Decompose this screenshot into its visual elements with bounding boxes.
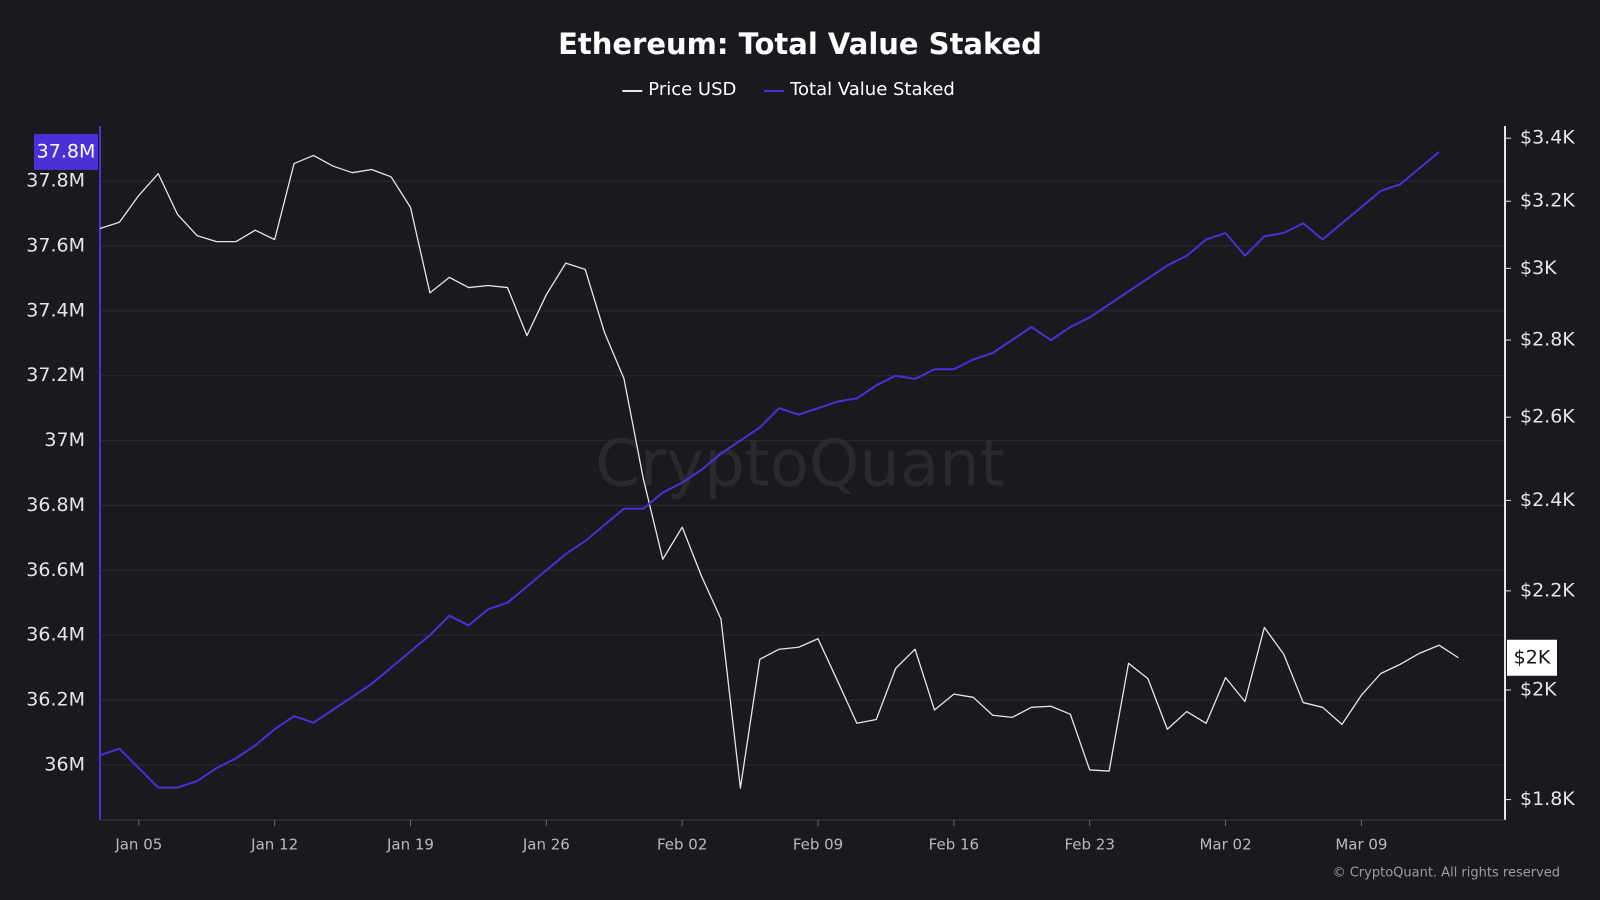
x-tick-label: Mar 02: [1199, 836, 1251, 854]
y2-tick-label: $2.2K: [1520, 579, 1575, 601]
y-tick-label: 37.6M: [26, 234, 85, 256]
y2-tick-label: $3K: [1520, 257, 1557, 279]
x-tick-label: Mar 09: [1335, 836, 1387, 854]
last-value-box: [34, 133, 98, 170]
y2-tick-label: $3.2K: [1520, 190, 1575, 212]
y2-tick-label: $2.6K: [1520, 406, 1575, 428]
last-value-label: $2K: [1514, 646, 1551, 668]
y2-tick-label: $2.8K: [1520, 329, 1575, 351]
y2-tick-label: $2.4K: [1520, 489, 1575, 511]
y-tick-label: 37M: [44, 429, 85, 451]
y-tick-label: 36.8M: [26, 494, 85, 516]
last-value-box: [1507, 639, 1557, 676]
x-tick-label: Jan 26: [522, 836, 570, 854]
last-value-marker: 37.8M: [34, 133, 98, 170]
watermark: CryptoQuant: [595, 428, 1005, 502]
legend-label: Total Value Staked: [789, 79, 955, 100]
y-tick-label: 36.2M: [26, 689, 85, 711]
y-tick-label: 36.6M: [26, 559, 85, 581]
y-tick-label: 36.4M: [26, 624, 85, 646]
y2-tick-label: $1.8K: [1520, 788, 1575, 810]
x-tick-label: Jan 19: [386, 836, 434, 854]
y-tick-label: 36M: [44, 753, 85, 775]
copyright: © CryptoQuant. All rights reserved: [1333, 866, 1560, 881]
x-tick-label: Feb 23: [1064, 836, 1114, 854]
x-tick-label: Feb 16: [929, 836, 979, 854]
series-line: [99, 151, 1440, 789]
last-value-label: 37.8M: [37, 140, 96, 162]
last-value-marker: $2K: [1507, 639, 1557, 676]
x-tick-label: Jan 12: [250, 836, 298, 854]
chart-title: Ethereum: Total Value Staked: [558, 27, 1042, 61]
series-line: [99, 154, 1459, 789]
x-tick-label: Feb 02: [657, 836, 707, 854]
x-tick-label: Jan 05: [114, 836, 162, 854]
y-tick-label: 37.8M: [26, 170, 85, 192]
y-tick-label: 37.4M: [26, 299, 85, 321]
y2-tick-label: $3.4K: [1520, 127, 1575, 149]
x-tick-label: Feb 09: [793, 836, 843, 854]
y-tick-label: 37.2M: [26, 364, 85, 386]
y2-tick-label: $2K: [1520, 679, 1557, 701]
legend-label: Price USD: [648, 79, 736, 100]
